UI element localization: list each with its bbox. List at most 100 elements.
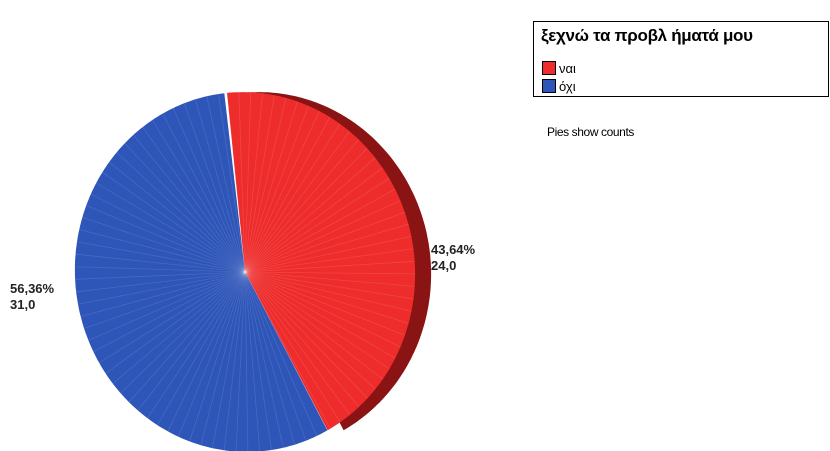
pie-facet-line (244, 200, 401, 273)
legend: ξεχνώ τα προβλ ήματά μου ναι όχι (533, 21, 829, 97)
pie-facet-line (244, 271, 307, 441)
pie-facet-line (244, 101, 298, 273)
pie-facet-line (244, 105, 309, 273)
pie-facet-line (244, 271, 412, 312)
pie-facet-line (244, 177, 390, 273)
pie-facet-line (244, 271, 368, 399)
pie-facet-line (212, 271, 246, 449)
pie-facet-line (244, 223, 409, 273)
pie-facet-line (218, 93, 246, 273)
pie-facet-line (98, 271, 246, 364)
pie-facet-line (244, 123, 341, 273)
slice-label-ochi: 56,36% 31,0 (10, 281, 54, 313)
pie-facet-line (244, 271, 396, 359)
pie-facet-line (86, 205, 246, 273)
pie-facet-line (244, 271, 406, 336)
slice-percent-nai: 43,64% (431, 242, 476, 257)
legend-swatch-ochi (542, 79, 556, 93)
pie-facet-line (82, 216, 246, 273)
pie-facet-line (244, 93, 263, 273)
pie-facet-line (244, 271, 383, 380)
pie-facet-line (244, 271, 409, 324)
pie-facet-line (77, 271, 246, 305)
pie-facet-line (152, 119, 246, 273)
pie-facet-line (244, 271, 351, 416)
pie-facet-line (124, 143, 246, 273)
pie-facet-line (128, 271, 246, 403)
pie-facet-line (74, 266, 246, 273)
pie-facet-line (244, 131, 350, 273)
pie-facet-line (167, 271, 246, 432)
pie-facet-line (189, 271, 246, 442)
pie-facet-line (105, 271, 246, 374)
pie-facet-line (244, 116, 331, 273)
pie-slice-ochi (74, 93, 328, 451)
pie-facet-line (235, 271, 246, 451)
pie-facet-line (183, 103, 246, 273)
legend-swatch-nai (542, 61, 556, 75)
pie-facet-line (79, 229, 246, 273)
chart-note: Pies show counts (547, 125, 634, 139)
pie-facet-line (102, 171, 246, 273)
pie-facet-line (194, 99, 246, 273)
pie-facet-line (244, 271, 414, 300)
legend-title: ξεχνώ τα προβλ ήματά μου (541, 26, 753, 45)
pie-facet-line (244, 92, 252, 273)
pie-facet-line (244, 260, 415, 273)
pie-facet-line (244, 271, 284, 448)
pie-facet-line (244, 236, 412, 273)
pie-facet-line (120, 271, 246, 394)
pie-facet-line (244, 167, 383, 273)
pie-facet-line (244, 148, 368, 273)
pie-facet-line (137, 271, 246, 411)
slice-label-nai: 43,64% 24,0 (431, 242, 475, 274)
pie-facet-line (75, 253, 246, 273)
pie-facet-line (244, 97, 287, 273)
legend-label-nai: ναι (559, 60, 576, 76)
legend-item-ochi: όχι (542, 78, 576, 94)
pie-facet-line (244, 271, 331, 429)
pie-facet-line (172, 107, 246, 273)
pie-facet-line (76, 271, 246, 293)
pie-facet-line (96, 182, 246, 273)
pie-facet-line (223, 271, 246, 451)
pie-facet-line (93, 271, 246, 353)
pie-facet-line (162, 113, 246, 273)
legend-label-ochi: όχι (559, 78, 576, 94)
pie-facet-line (88, 271, 246, 341)
pie-slice-nai (227, 92, 416, 431)
pie-facet-line (244, 271, 360, 408)
pie-facet-line (244, 271, 390, 370)
pie-facet-line (244, 139, 359, 273)
pie-facet-line (76, 241, 246, 273)
pie-facet-line (244, 271, 296, 445)
pie-facet-line (178, 271, 246, 437)
pie-facet-line (244, 110, 320, 273)
pie-facet-line (90, 193, 246, 273)
pie-facet-line (133, 134, 246, 273)
pie-facet-line (244, 271, 415, 287)
slice-count-nai: 24,0 (431, 258, 457, 273)
pie-facet-line (116, 152, 246, 273)
legend-item-nai: ναι (542, 60, 576, 76)
pie-facet-line (244, 271, 416, 275)
pie-facet-line (200, 271, 246, 446)
pie-facet-line (244, 271, 261, 451)
pie-facet-line (244, 271, 401, 348)
pie-facet-line (156, 271, 246, 426)
pie-facet-line (244, 271, 318, 437)
pie-facet-line (238, 92, 246, 273)
pie-facet-line (147, 271, 246, 419)
pie-facet-line (244, 271, 376, 390)
pie-facet-line (244, 188, 396, 273)
pie-facet-line (206, 96, 246, 273)
pie-facet-line (75, 271, 246, 280)
slice-count-ochi: 31,0 (10, 297, 36, 312)
slice-percent-ochi: 56,36% (10, 281, 55, 296)
pie-facet-line (142, 126, 246, 273)
pie-facet-line (244, 271, 272, 451)
pie-facet-line (244, 271, 249, 451)
pie-facet-line (244, 211, 405, 273)
pie-facet-line (244, 271, 341, 423)
pie-facet-line (108, 161, 246, 273)
